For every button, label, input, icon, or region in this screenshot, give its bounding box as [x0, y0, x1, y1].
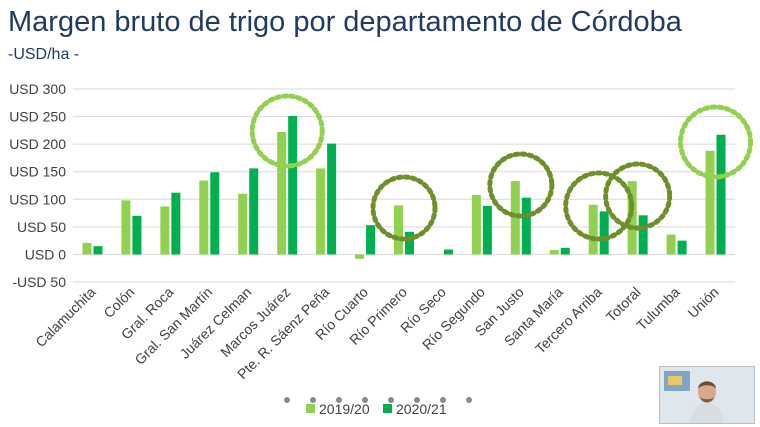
highlight-circle [487, 151, 555, 219]
bar [238, 193, 248, 255]
y-tick-label: USD 100 [9, 191, 66, 207]
chart-subtitle: -USD/ha - [8, 46, 80, 63]
bar [443, 249, 453, 255]
bar [666, 234, 676, 255]
bar [93, 246, 103, 255]
bar [599, 211, 609, 255]
y-tick-label: -USD 50 [12, 274, 66, 290]
legend-swatch [306, 404, 315, 413]
y-tick-label: USD 300 [9, 81, 66, 97]
bar [132, 215, 142, 255]
pagination-dot[interactable] [466, 397, 472, 403]
bar [199, 180, 209, 255]
presenter-video-thumbnail-icon [660, 367, 754, 423]
presenter-webcam [659, 366, 755, 424]
bar [249, 168, 259, 255]
bar [677, 240, 687, 255]
highlight-circle [678, 104, 754, 180]
x-tick-label: Unión [684, 284, 721, 321]
x-tick-label: Calamuchita [32, 284, 98, 350]
bar [405, 231, 414, 255]
bar [510, 181, 520, 255]
bar [355, 254, 365, 259]
pagination-dot[interactable] [310, 397, 316, 403]
legend-swatch [383, 404, 392, 413]
y-tick-label: USD 50 [17, 219, 66, 235]
pagination-dot[interactable] [362, 397, 368, 403]
bar [277, 132, 287, 255]
bar [366, 225, 376, 255]
highlight-circle [249, 93, 325, 169]
chart-title: Margen bruto de trigo por departamento d… [8, 6, 682, 38]
bar [705, 150, 715, 255]
bar [121, 200, 131, 255]
bar [627, 181, 637, 255]
y-tick-label: USD 150 [9, 164, 66, 180]
bar [560, 247, 570, 255]
y-tick-label: USD 250 [9, 109, 66, 125]
slide-pagination-dots [284, 397, 474, 405]
bar [210, 172, 220, 255]
bar [327, 143, 337, 255]
highlight-circle [370, 174, 438, 242]
bar [521, 197, 531, 255]
x-tick-label: Colón [100, 284, 137, 321]
bar [82, 242, 92, 255]
pagination-dot[interactable] [284, 397, 290, 403]
legend-label: 2020/21 [396, 401, 447, 417]
bar [288, 116, 298, 255]
bar [471, 194, 481, 255]
bar [716, 134, 726, 255]
bar [549, 250, 559, 255]
pagination-dot[interactable] [414, 397, 420, 403]
bar [171, 192, 181, 255]
bar [482, 205, 492, 255]
highlight-circle [563, 170, 635, 242]
bar [588, 204, 598, 255]
y-tick-label: USD 0 [25, 246, 66, 262]
x-tick-label: Tulumba [633, 284, 683, 334]
bar [394, 205, 403, 255]
pagination-dot[interactable] [440, 397, 446, 403]
legend-label: 2019/20 [319, 401, 370, 417]
bar [160, 206, 170, 255]
y-tick-label: USD 200 [9, 136, 66, 152]
pagination-dot[interactable] [336, 397, 342, 403]
pagination-dot[interactable] [388, 397, 394, 403]
bar [316, 168, 326, 255]
bar [638, 215, 648, 255]
highlight-circle [603, 161, 673, 231]
